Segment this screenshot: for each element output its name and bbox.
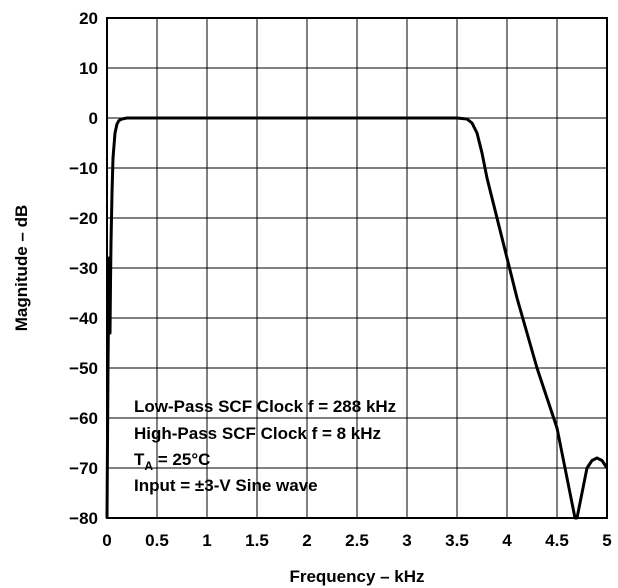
annotation-block: Low-Pass SCF Clock f = 288 kHz High-Pass… xyxy=(134,397,396,495)
y-tick-label: −70 xyxy=(69,459,98,478)
x-tick-label: 1 xyxy=(202,531,211,550)
annotation-low-pass: Low-Pass SCF Clock f = 288 kHz xyxy=(134,397,396,416)
annotation-input: Input = ±3-V Sine wave xyxy=(134,476,318,495)
x-tick-label: 4 xyxy=(502,531,512,550)
y-tick-label: 10 xyxy=(79,59,98,78)
x-tick-label: 0.5 xyxy=(145,531,169,550)
x-tick-label: 4.5 xyxy=(545,531,569,550)
x-tick-label: 0 xyxy=(102,531,111,550)
x-tick-labels: 0 0.5 1 1.5 2 2.5 3 3.5 4 4.5 5 xyxy=(102,531,611,550)
y-tick-labels: 20 10 0 −10 −20 −30 −40 −50 −60 −70 −80 xyxy=(69,9,98,528)
annotation-temperature-symbol: T xyxy=(134,450,145,469)
x-tick-label: 5 xyxy=(602,531,611,550)
y-axis-label: Magnitude – dB xyxy=(12,205,31,332)
y-tick-label: −80 xyxy=(69,509,98,528)
plot-frame xyxy=(106,17,608,519)
series-line xyxy=(105,116,609,520)
y-tick-label: 20 xyxy=(79,9,98,28)
y-tick-label: −10 xyxy=(69,159,98,178)
x-tick-label: 3.5 xyxy=(445,531,469,550)
y-tick-label: −60 xyxy=(69,409,98,428)
y-tick-label: −40 xyxy=(69,309,98,328)
x-tick-label: 2 xyxy=(302,531,311,550)
annotation-temperature-value: = 25°C xyxy=(153,450,210,469)
x-tick-label: 1.5 xyxy=(245,531,269,550)
annotation-temperature-subscript: A xyxy=(144,459,153,473)
y-tick-label: −50 xyxy=(69,359,98,378)
x-tick-label: 3 xyxy=(402,531,411,550)
y-tick-label: 0 xyxy=(89,109,98,128)
annotation-temperature: TA = 25°C xyxy=(134,450,210,473)
x-tick-label: 2.5 xyxy=(345,531,369,550)
y-tick-label: −30 xyxy=(69,259,98,278)
x-axis-label: Frequency – kHz xyxy=(289,567,424,586)
annotation-high-pass: High-Pass SCF Clock f = 8 kHz xyxy=(134,424,381,443)
grid xyxy=(106,17,608,519)
y-tick-label: −20 xyxy=(69,209,98,228)
